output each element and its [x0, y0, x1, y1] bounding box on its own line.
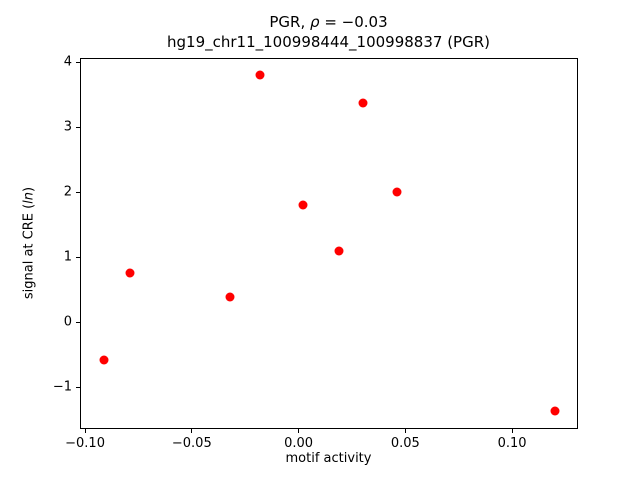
y-tick-label: 2 [63, 184, 72, 200]
y-tick-label: 1 [63, 249, 72, 265]
x-tick-label: 0.10 [497, 436, 527, 451]
x-tick-mark [404, 429, 406, 433]
plot-area: −0.10 −0.05 0.00 0.05 0.10 −1 0 1 2 3 4 [53, 55, 578, 451]
x-tick-mark [511, 429, 513, 433]
chart-title-line2: hg19_chr11_100998444_100998837 (PGR) [167, 33, 490, 51]
scatter-point [298, 200, 308, 210]
y-tick-mark [76, 321, 80, 323]
chart-title: PGR, ρ = −0.03 hg19_chr11_100998444_1009… [80, 12, 577, 52]
scatter-point [125, 268, 135, 278]
x-tick-label: 0.05 [390, 436, 420, 451]
scatter-point [550, 406, 560, 416]
y-tick-mark [76, 191, 80, 193]
y-tick-label: 4 [63, 54, 72, 70]
scatter-point [99, 355, 109, 365]
y-tick-label: 0 [63, 314, 72, 330]
scatter-point [392, 187, 402, 197]
y-tick-mark [76, 126, 80, 128]
y-axis-label-italic: ln [21, 191, 37, 204]
scatter-point [334, 246, 344, 256]
y-tick-label: −1 [52, 379, 72, 395]
y-tick-label: 3 [63, 119, 72, 135]
y-tick-mark [76, 386, 80, 388]
chart-title-line1: PGR, ρ = −0.03 [80, 12, 577, 32]
chart-title-prefix: PGR, [269, 13, 311, 31]
x-tick-label: 0.00 [284, 436, 314, 451]
x-tick-label: −0.10 [65, 436, 105, 451]
x-tick-label: −0.05 [171, 436, 212, 451]
y-tick-mark [76, 61, 80, 63]
scatter-point [255, 70, 265, 80]
x-tick-mark [191, 429, 193, 433]
rho-symbol: ρ [310, 13, 320, 31]
y-axis-label-text: signal at CRE ( [21, 203, 37, 300]
y-axis-label-suffix: ) [21, 186, 37, 192]
y-tick-mark [76, 256, 80, 258]
scatter-point [225, 292, 235, 302]
x-tick-mark [84, 429, 86, 433]
y-axis-label: signal at CRE (ln) [22, 187, 37, 299]
x-axis-label: motif activity [285, 451, 372, 466]
chart-title-value: = −0.03 [319, 13, 388, 31]
scatter-point [358, 98, 368, 108]
x-tick-mark [298, 429, 300, 433]
